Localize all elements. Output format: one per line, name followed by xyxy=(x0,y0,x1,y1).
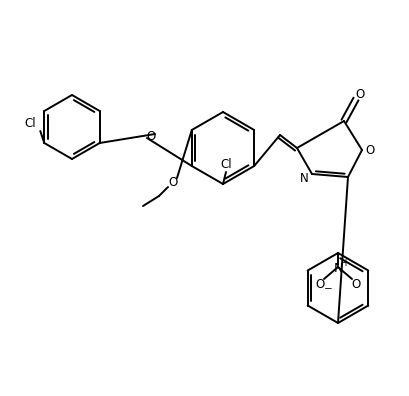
Text: N: N xyxy=(333,263,343,276)
Text: O: O xyxy=(169,175,178,188)
Text: O: O xyxy=(365,143,375,156)
Text: Cl: Cl xyxy=(25,116,36,129)
Text: O: O xyxy=(351,278,361,291)
Text: O: O xyxy=(146,129,156,143)
Text: O: O xyxy=(355,88,365,101)
Text: +: + xyxy=(341,258,349,268)
Text: Cl: Cl xyxy=(220,158,232,171)
Text: N: N xyxy=(300,171,308,185)
Text: −: − xyxy=(324,284,333,294)
Text: O: O xyxy=(315,278,325,291)
